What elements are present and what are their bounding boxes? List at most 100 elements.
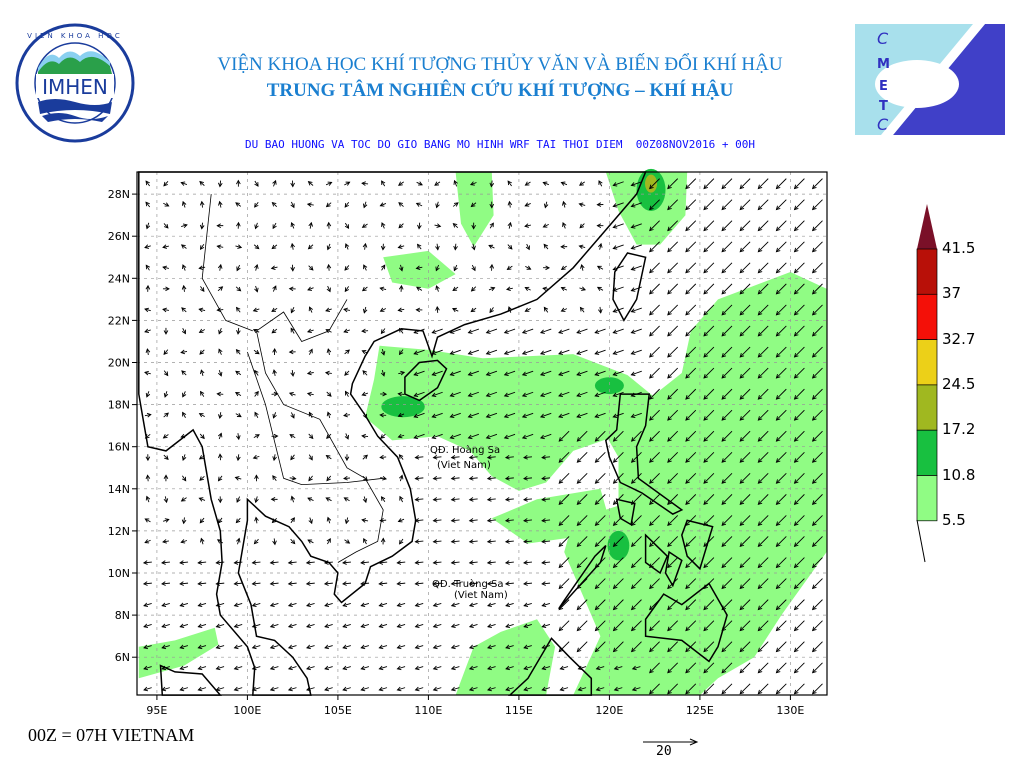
wind-arrow: [198, 307, 206, 313]
wind-arrow: [308, 348, 313, 355]
wind-arrow: [467, 391, 479, 397]
color-legend: [916, 204, 938, 563]
wind-arrow: [541, 623, 551, 629]
wind-arrow: [793, 451, 805, 463]
wind-arrow: [181, 200, 187, 208]
imhen-logo: IMHEN VIEN KHOA HOC: [15, 23, 135, 143]
lon-tick-label: 120E: [595, 704, 623, 717]
wind-arrow: [163, 370, 169, 377]
wind-arrow: [290, 327, 295, 334]
wind-arrow: [649, 451, 660, 463]
wind-arrow: [306, 665, 315, 671]
wind-arrow: [233, 665, 243, 671]
wind-arrow: [576, 641, 588, 653]
wind-arrow: [324, 602, 333, 607]
wind-arrow: [380, 475, 387, 481]
wind-arrow: [234, 392, 242, 397]
wind-arrow: [217, 517, 223, 524]
wind-arrow: [703, 451, 715, 463]
wind-arrow: [739, 620, 751, 632]
wind-arrow: [142, 581, 152, 586]
wind-arrow: [306, 623, 315, 629]
wind-arrow: [287, 602, 297, 607]
wind-arrow: [413, 370, 425, 376]
wind-arrow: [379, 412, 387, 418]
wind-arrow: [215, 581, 225, 586]
wind-arrow: [649, 388, 660, 400]
wind-arrow: [612, 494, 624, 505]
wind-arrow: [468, 581, 478, 586]
wind-arrow: [432, 686, 442, 692]
wind-arrow: [272, 179, 277, 187]
wind-arrow: [287, 644, 297, 650]
wind-arrow: [450, 539, 460, 544]
wind-arrow: [145, 284, 151, 292]
wind-arrow: [649, 178, 660, 190]
map-frame: [136, 171, 828, 696]
wind-arrow: [396, 644, 406, 650]
wind-arrow: [325, 497, 332, 502]
wind-arrow: [486, 454, 496, 460]
wind-arrow: [503, 412, 516, 419]
wind-arrow: [739, 199, 751, 211]
wind-arrow: [558, 494, 570, 505]
wind-arrow: [649, 283, 660, 295]
wind-arrow: [775, 262, 787, 274]
coastline-path: [404, 359, 448, 402]
wind-arrow: [721, 388, 733, 400]
wind-area-10-17: [607, 530, 630, 561]
wind-arrow: [180, 433, 188, 439]
wind-area-5-10: [491, 488, 610, 544]
wind-arrow: [775, 199, 787, 211]
wind-arrow: [757, 473, 769, 484]
legend-swatch: [916, 384, 938, 431]
wind-arrow: [254, 222, 259, 230]
wind-arrow: [757, 430, 769, 442]
wind-arrow: [324, 644, 333, 650]
wind-arrow: [326, 263, 332, 271]
lon-tick-label: 105E: [324, 704, 352, 717]
wind-arrow: [485, 391, 498, 397]
wind-arrow: [576, 328, 588, 334]
wind-arrow: [757, 367, 769, 379]
wind-arrow: [162, 286, 170, 292]
wind-arrow: [685, 409, 697, 421]
wind-arrow: [145, 264, 150, 271]
wind-arrow: [594, 430, 606, 442]
wind-arrow: [288, 286, 296, 292]
wind-arrow: [306, 391, 314, 397]
wind-arrow: [378, 602, 388, 607]
wind-arrow: [558, 430, 570, 442]
lat-tick-label: 8N: [115, 609, 130, 622]
wind-arrow: [344, 454, 350, 462]
wind-arrow: [290, 180, 295, 188]
wind-arrow: [287, 560, 297, 565]
wind-arrow: [179, 686, 189, 692]
wind-arrow: [558, 412, 570, 419]
wind-arrow: [251, 623, 261, 629]
wind-arrow: [523, 665, 532, 671]
wind-arrow: [721, 536, 733, 548]
wind-arrow: [413, 349, 425, 355]
wind-arrow: [200, 390, 205, 397]
wind-arrow: [381, 222, 386, 229]
wind-arrow: [793, 536, 805, 548]
wind-arrow: [235, 412, 242, 418]
wind-arrow: [324, 686, 333, 692]
wind-arrow: [272, 454, 277, 462]
wind-arrow: [685, 199, 697, 211]
wind-arrow: [379, 454, 387, 460]
wind-arrow: [199, 200, 205, 208]
wind-arrow: [667, 494, 679, 505]
wind-arrow: [323, 560, 333, 565]
wind-arrow: [342, 581, 351, 586]
wind-arrow: [505, 623, 514, 629]
wind-arrow: [381, 264, 386, 271]
wind-arrow: [325, 455, 332, 460]
wind-arrow: [579, 223, 585, 229]
wind-arrow: [558, 328, 570, 334]
wind-arrow: [667, 620, 679, 632]
wind-arrow: [179, 644, 189, 650]
wind-arrow: [579, 306, 585, 313]
